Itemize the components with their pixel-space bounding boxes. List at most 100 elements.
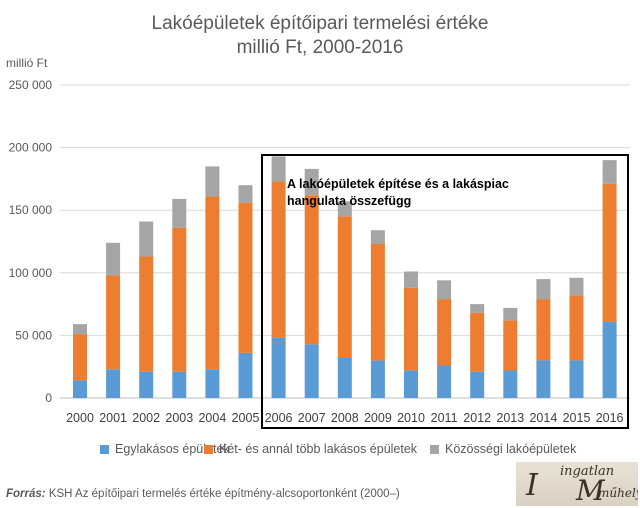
bar-kozossegi-2008 bbox=[337, 201, 352, 217]
bar-kozossegi-2000 bbox=[73, 324, 87, 335]
x-tick-label: 2005 bbox=[232, 411, 260, 425]
y-tick-labels: 0 50 000 100 000 150 000 200 000 250 000 bbox=[9, 78, 53, 405]
legend-label-kozossegi: Közösségi lakóépületek bbox=[445, 442, 577, 456]
x-tick-label: 2015 bbox=[563, 411, 591, 425]
bar-egylakasos-2000 bbox=[73, 380, 87, 398]
highlight-box bbox=[261, 154, 629, 429]
bar-egylakasos-2001 bbox=[106, 369, 121, 398]
chart-title-line-1: Lakóépületek építőipari termelési értéke bbox=[151, 13, 489, 34]
x-tick-label: 2010 bbox=[397, 411, 425, 425]
bar-egylakasos-2010 bbox=[404, 370, 418, 398]
x-tick-label: 2009 bbox=[364, 411, 392, 425]
chart-title: Lakóépületek építőipari termelési értéke… bbox=[0, 12, 640, 60]
y-tick-label: 100 000 bbox=[9, 266, 53, 280]
bar-egylakasos-2012 bbox=[470, 371, 485, 398]
legend-swatch-tobblakasos bbox=[204, 445, 213, 454]
legend-label-egylakasos: Egylakásos épületek bbox=[115, 442, 230, 456]
x-tick-labels: 2000 2001 2002 2003 2004 2005 2006 2007 2008 2009… bbox=[66, 411, 623, 425]
bar-egylakasos-2007 bbox=[304, 344, 319, 398]
y-tick-label: 50 000 bbox=[15, 328, 52, 342]
y-tick-label: 150 000 bbox=[9, 203, 53, 217]
x-tick-label: 2007 bbox=[298, 411, 326, 425]
bar-kozossegi-2005 bbox=[238, 185, 253, 203]
x-tick-label: 2014 bbox=[529, 411, 557, 425]
bar-kozossegi-2001 bbox=[106, 242, 121, 276]
x-tick-label: 2016 bbox=[596, 411, 624, 425]
bar-egylakasos-2003 bbox=[172, 371, 187, 398]
bar-tobblakasos-2015 bbox=[569, 295, 584, 361]
source-label: Forrás: bbox=[6, 488, 46, 500]
bar-egylakasos-2002 bbox=[139, 371, 154, 398]
bar-egylakasos-2013 bbox=[503, 370, 518, 398]
y-tick-label: 250 000 bbox=[9, 78, 53, 92]
bar-egylakasos-2005 bbox=[238, 352, 253, 398]
bar-kozossegi-2007 bbox=[304, 168, 319, 196]
x-tick-label: 2013 bbox=[496, 411, 524, 425]
bar-tobblakasos-2001 bbox=[106, 275, 121, 370]
bar-tobblakasos-2016 bbox=[602, 183, 617, 322]
x-tick-label: 2011 bbox=[431, 411, 458, 425]
x-tick-label: 2003 bbox=[165, 411, 193, 425]
bar-egylakasos-2009 bbox=[370, 360, 385, 398]
legend-label-tobblakasos: Két- és annál több lakásos épületek bbox=[219, 442, 418, 456]
bar-egylakasos-2016 bbox=[602, 321, 617, 398]
bar-tobblakasos-2004 bbox=[205, 196, 220, 370]
bar-tobblakasos-2013 bbox=[503, 320, 518, 371]
bar-kozossegi-2013 bbox=[503, 307, 518, 321]
bar-tobblakasos-2005 bbox=[238, 202, 253, 353]
x-tick-label: 2002 bbox=[132, 411, 160, 425]
bar-kozossegi-2006 bbox=[271, 156, 286, 182]
bar-egylakasos-2006 bbox=[271, 337, 286, 398]
bar-tobblakasos-2007 bbox=[304, 195, 319, 345]
bars bbox=[73, 156, 617, 398]
x-tick-label: 2008 bbox=[331, 411, 359, 425]
bar-tobblakasos-2008 bbox=[337, 216, 352, 358]
bar-kozossegi-2012 bbox=[470, 304, 485, 313]
x-tick-label: 2006 bbox=[265, 411, 293, 425]
y-tick-label: 0 bbox=[45, 391, 52, 405]
ingatlan-muhely-logo: ingatlan I M műhely bbox=[516, 462, 638, 506]
logo-letter-m: M bbox=[576, 474, 605, 506]
legend-swatch-egylakasos bbox=[100, 445, 109, 454]
source-text: KSH Az építőipari termelés értéke építmé… bbox=[48, 488, 400, 500]
bar-kozossegi-2016 bbox=[602, 160, 617, 184]
x-tick-label: 2004 bbox=[198, 411, 226, 425]
bar-kozossegi-2014 bbox=[536, 279, 551, 300]
bar-tobblakasos-2014 bbox=[536, 299, 551, 361]
legend-item-tobblakasos: Két- és annál több lakásos épületek bbox=[204, 442, 417, 456]
bar-tobblakasos-2002 bbox=[139, 256, 154, 372]
bar-tobblakasos-2009 bbox=[370, 244, 385, 361]
bar-tobblakasos-2003 bbox=[172, 227, 187, 372]
stacked-bar-chart: 0 50 000 100 000 150 000 200 000 250 000 2000… bbox=[9, 78, 630, 429]
bar-egylakasos-2014 bbox=[536, 360, 551, 398]
bar-kozossegi-2010 bbox=[404, 271, 418, 288]
logo-text-bottom: műhely bbox=[598, 486, 638, 500]
y-axis-unit-label: millió Ft bbox=[6, 56, 48, 70]
x-tick-label: 2001 bbox=[99, 411, 127, 425]
x-tick-label: 2000 bbox=[66, 411, 94, 425]
bar-kozossegi-2004 bbox=[205, 166, 220, 197]
bar-tobblakasos-2011 bbox=[437, 299, 452, 366]
bar-kozossegi-2011 bbox=[437, 280, 452, 300]
bar-kozossegi-2015 bbox=[569, 277, 584, 296]
bar-tobblakasos-2012 bbox=[470, 312, 485, 372]
bar-egylakasos-2004 bbox=[205, 369, 220, 398]
legend-swatch-kozossegi bbox=[430, 445, 439, 454]
legend-item-kozossegi: Közösségi lakóépületek bbox=[430, 442, 576, 456]
logo-letter: I bbox=[526, 468, 538, 503]
bar-egylakasos-2011 bbox=[437, 365, 452, 398]
legend: Egylakásos épületek Két- és annál több l… bbox=[0, 442, 640, 460]
annotation-line-2: hangulata összefügg bbox=[287, 194, 411, 208]
bar-kozossegi-2003 bbox=[172, 198, 187, 228]
bar-kozossegi-2009 bbox=[370, 230, 385, 244]
bar-tobblakasos-2000 bbox=[73, 334, 87, 381]
x-tick-label: 2012 bbox=[463, 411, 491, 425]
chart-title-line-2: millió Ft, 2000-2016 bbox=[236, 37, 404, 58]
source-note: Forrás: KSH Az építőipari termelés érték… bbox=[6, 488, 400, 500]
bar-egylakasos-2015 bbox=[569, 360, 584, 398]
bar-egylakasos-2008 bbox=[337, 357, 352, 398]
y-tick-label: 200 000 bbox=[9, 141, 53, 155]
bar-tobblakasos-2010 bbox=[404, 287, 418, 371]
logo-text-top: ingatlan bbox=[560, 464, 615, 479]
legend-item-egylakasos: Egylakásos épületek bbox=[100, 442, 230, 456]
